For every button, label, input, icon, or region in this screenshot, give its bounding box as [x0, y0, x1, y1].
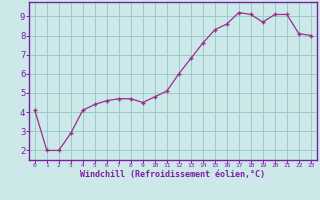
X-axis label: Windchill (Refroidissement éolien,°C): Windchill (Refroidissement éolien,°C)	[80, 170, 265, 179]
